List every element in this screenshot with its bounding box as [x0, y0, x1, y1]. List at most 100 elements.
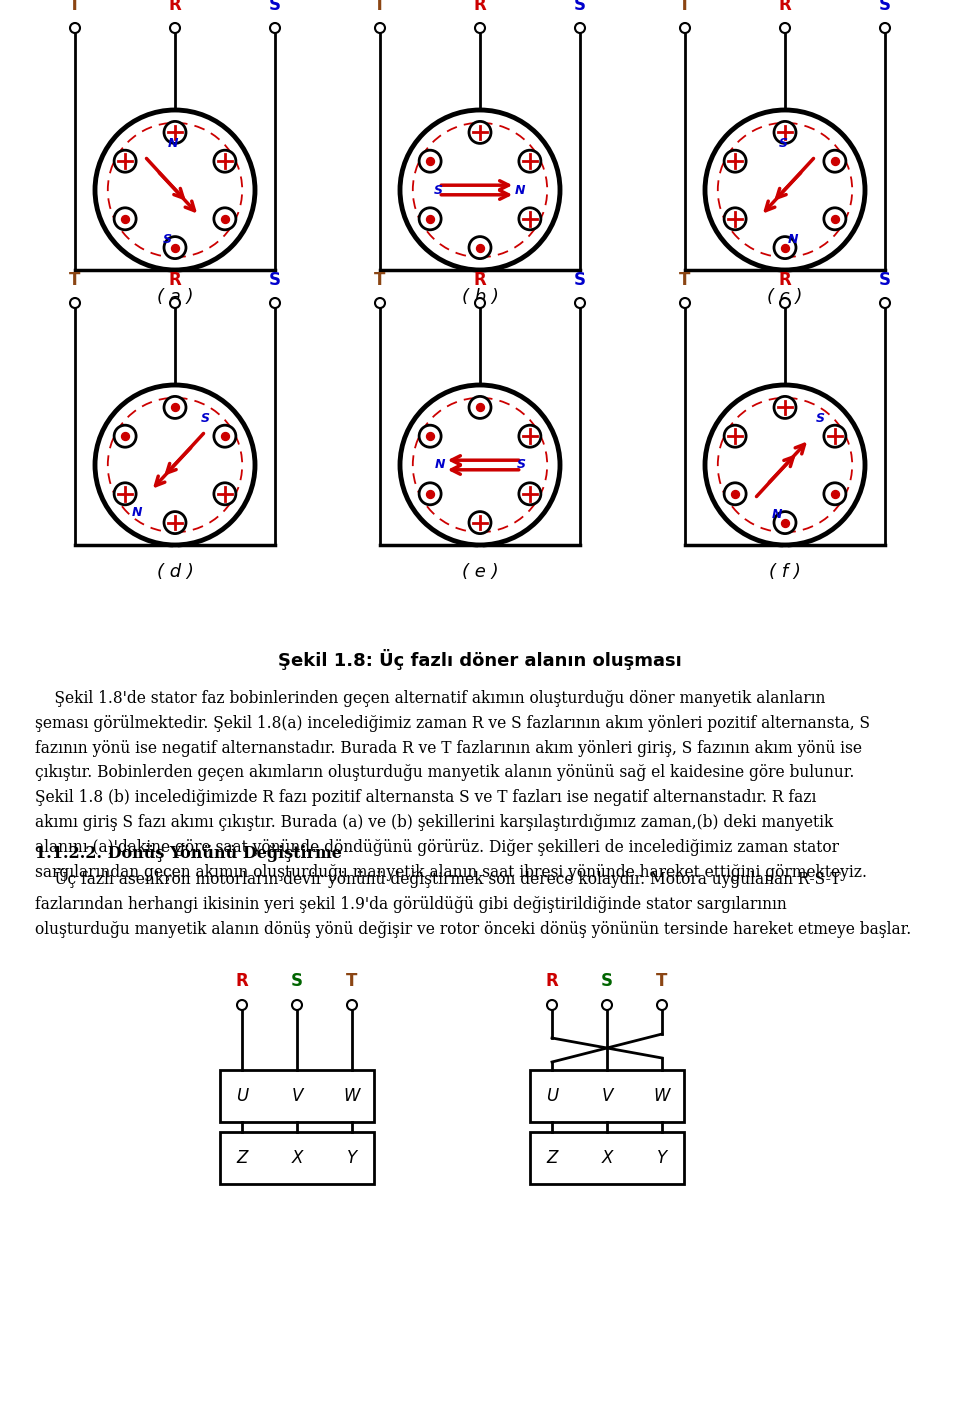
Text: S: S	[779, 137, 788, 149]
Circle shape	[270, 23, 280, 32]
Bar	[220, 1070, 374, 1122]
Text: 1.1.2.2. Dönüş Yönünü Değiştirme: 1.1.2.2. Dönüş Yönünü Değiştirme	[35, 845, 342, 862]
Circle shape	[469, 396, 491, 419]
Text: Y: Y	[657, 1149, 667, 1167]
Circle shape	[519, 151, 540, 172]
Text: X: X	[291, 1149, 302, 1167]
Circle shape	[347, 1000, 357, 1010]
Circle shape	[780, 23, 790, 32]
Circle shape	[575, 298, 585, 307]
Circle shape	[292, 1000, 302, 1010]
Text: ( c ): ( c )	[767, 288, 803, 306]
Text: S: S	[434, 183, 443, 196]
Text: W: W	[344, 1087, 360, 1105]
Circle shape	[420, 207, 441, 230]
Text: R: R	[779, 271, 791, 289]
Text: S: S	[201, 412, 210, 424]
Text: Üç fazlı asenkron motorların devir yönünü değiştirmek son derece kolaydır. Motor: Üç fazlı asenkron motorların devir yönün…	[35, 869, 911, 938]
Circle shape	[400, 110, 560, 269]
Text: T: T	[69, 271, 81, 289]
Text: N: N	[772, 508, 782, 522]
Circle shape	[519, 207, 540, 230]
Text: S: S	[269, 0, 281, 14]
Text: R: R	[169, 271, 181, 289]
Circle shape	[164, 512, 186, 533]
Circle shape	[880, 23, 890, 32]
Circle shape	[420, 151, 441, 172]
Circle shape	[724, 482, 746, 505]
Circle shape	[95, 110, 255, 269]
Circle shape	[780, 298, 790, 307]
Circle shape	[214, 207, 236, 230]
Circle shape	[420, 426, 441, 447]
Text: R: R	[473, 271, 487, 289]
Text: N: N	[168, 137, 179, 149]
Circle shape	[724, 207, 746, 230]
Circle shape	[824, 207, 846, 230]
Text: N: N	[435, 458, 445, 471]
Circle shape	[680, 298, 690, 307]
Text: U: U	[236, 1087, 248, 1105]
Text: Z: Z	[546, 1149, 558, 1167]
Circle shape	[774, 396, 796, 419]
Circle shape	[657, 1000, 667, 1010]
Text: U: U	[546, 1087, 558, 1105]
Text: S: S	[291, 971, 303, 990]
Circle shape	[469, 121, 491, 144]
Circle shape	[705, 385, 865, 546]
Bar	[220, 1132, 374, 1184]
Text: S: S	[601, 971, 613, 990]
Text: ( d ): ( d )	[156, 563, 193, 581]
Circle shape	[705, 110, 865, 269]
Text: S: S	[816, 412, 825, 424]
Text: T: T	[374, 271, 386, 289]
Circle shape	[475, 298, 485, 307]
Text: Şekil 1.8: Üç fazlı döner alanın oluşması: Şekil 1.8: Üç fazlı döner alanın oluşmas…	[278, 650, 682, 671]
Circle shape	[164, 121, 186, 144]
Circle shape	[164, 396, 186, 419]
Text: N: N	[132, 506, 142, 519]
Circle shape	[214, 482, 236, 505]
Circle shape	[170, 298, 180, 307]
Text: T: T	[657, 971, 668, 990]
Circle shape	[70, 23, 80, 32]
Text: ( a ): ( a )	[156, 288, 193, 306]
Circle shape	[170, 23, 180, 32]
Circle shape	[724, 151, 746, 172]
Text: R: R	[779, 0, 791, 14]
Text: S: S	[162, 233, 172, 247]
Bar	[530, 1132, 684, 1184]
Text: R: R	[169, 0, 181, 14]
Text: T: T	[374, 0, 386, 14]
Circle shape	[114, 207, 136, 230]
Text: R: R	[235, 971, 249, 990]
Text: T: T	[69, 0, 81, 14]
Circle shape	[824, 482, 846, 505]
Text: T: T	[680, 0, 690, 14]
Text: ( e ): ( e )	[462, 563, 498, 581]
Circle shape	[519, 482, 540, 505]
Text: T: T	[680, 271, 690, 289]
Circle shape	[420, 482, 441, 505]
Circle shape	[880, 298, 890, 307]
Text: Z: Z	[236, 1149, 248, 1167]
Text: S: S	[879, 271, 891, 289]
Text: N: N	[515, 183, 525, 196]
Text: Şekil 1.8'de stator faz bobinlerinden geçen alternatif akımın oluşturduğu döner : Şekil 1.8'de stator faz bobinlerinden ge…	[35, 689, 870, 881]
Circle shape	[774, 237, 796, 258]
Circle shape	[469, 512, 491, 533]
Circle shape	[824, 426, 846, 447]
Circle shape	[114, 482, 136, 505]
Text: X: X	[601, 1149, 612, 1167]
Circle shape	[237, 1000, 247, 1010]
Circle shape	[475, 23, 485, 32]
Circle shape	[774, 121, 796, 144]
Text: S: S	[574, 271, 586, 289]
Circle shape	[547, 1000, 557, 1010]
Circle shape	[114, 426, 136, 447]
Circle shape	[164, 237, 186, 258]
Circle shape	[214, 426, 236, 447]
Text: Y: Y	[347, 1149, 357, 1167]
Circle shape	[469, 237, 491, 258]
Circle shape	[680, 23, 690, 32]
